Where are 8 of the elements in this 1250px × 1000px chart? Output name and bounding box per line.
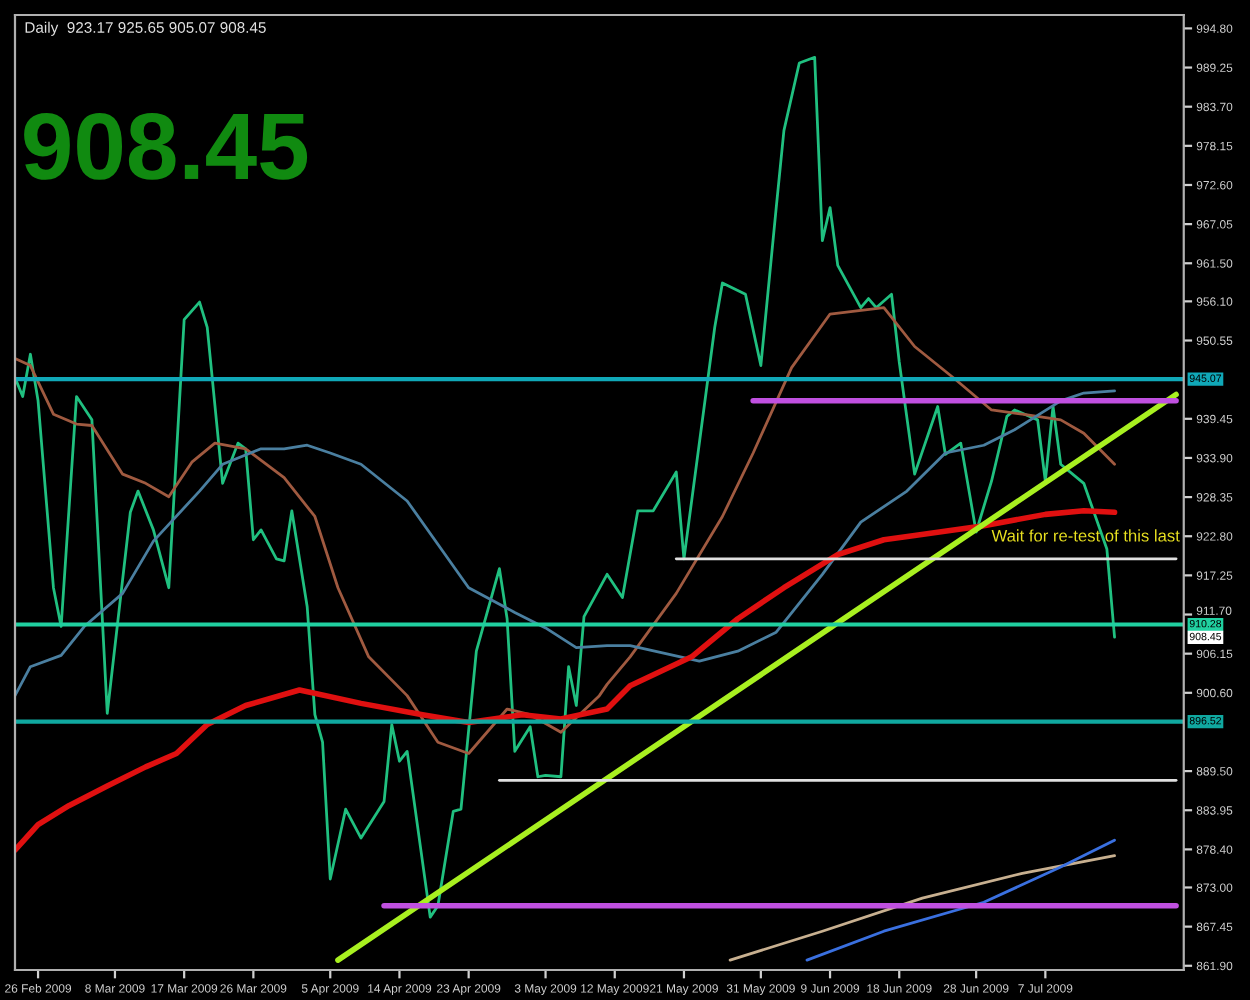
annotation: Wait for re-test of this last <box>991 529 1180 542</box>
line-series <box>15 306 1116 755</box>
line-series <box>728 854 1116 962</box>
line-series <box>15 55 1116 919</box>
line-series <box>15 389 1116 698</box>
line-series <box>805 838 1116 962</box>
line-series <box>15 508 1118 853</box>
annotation: 908.45 <box>24 112 308 180</box>
